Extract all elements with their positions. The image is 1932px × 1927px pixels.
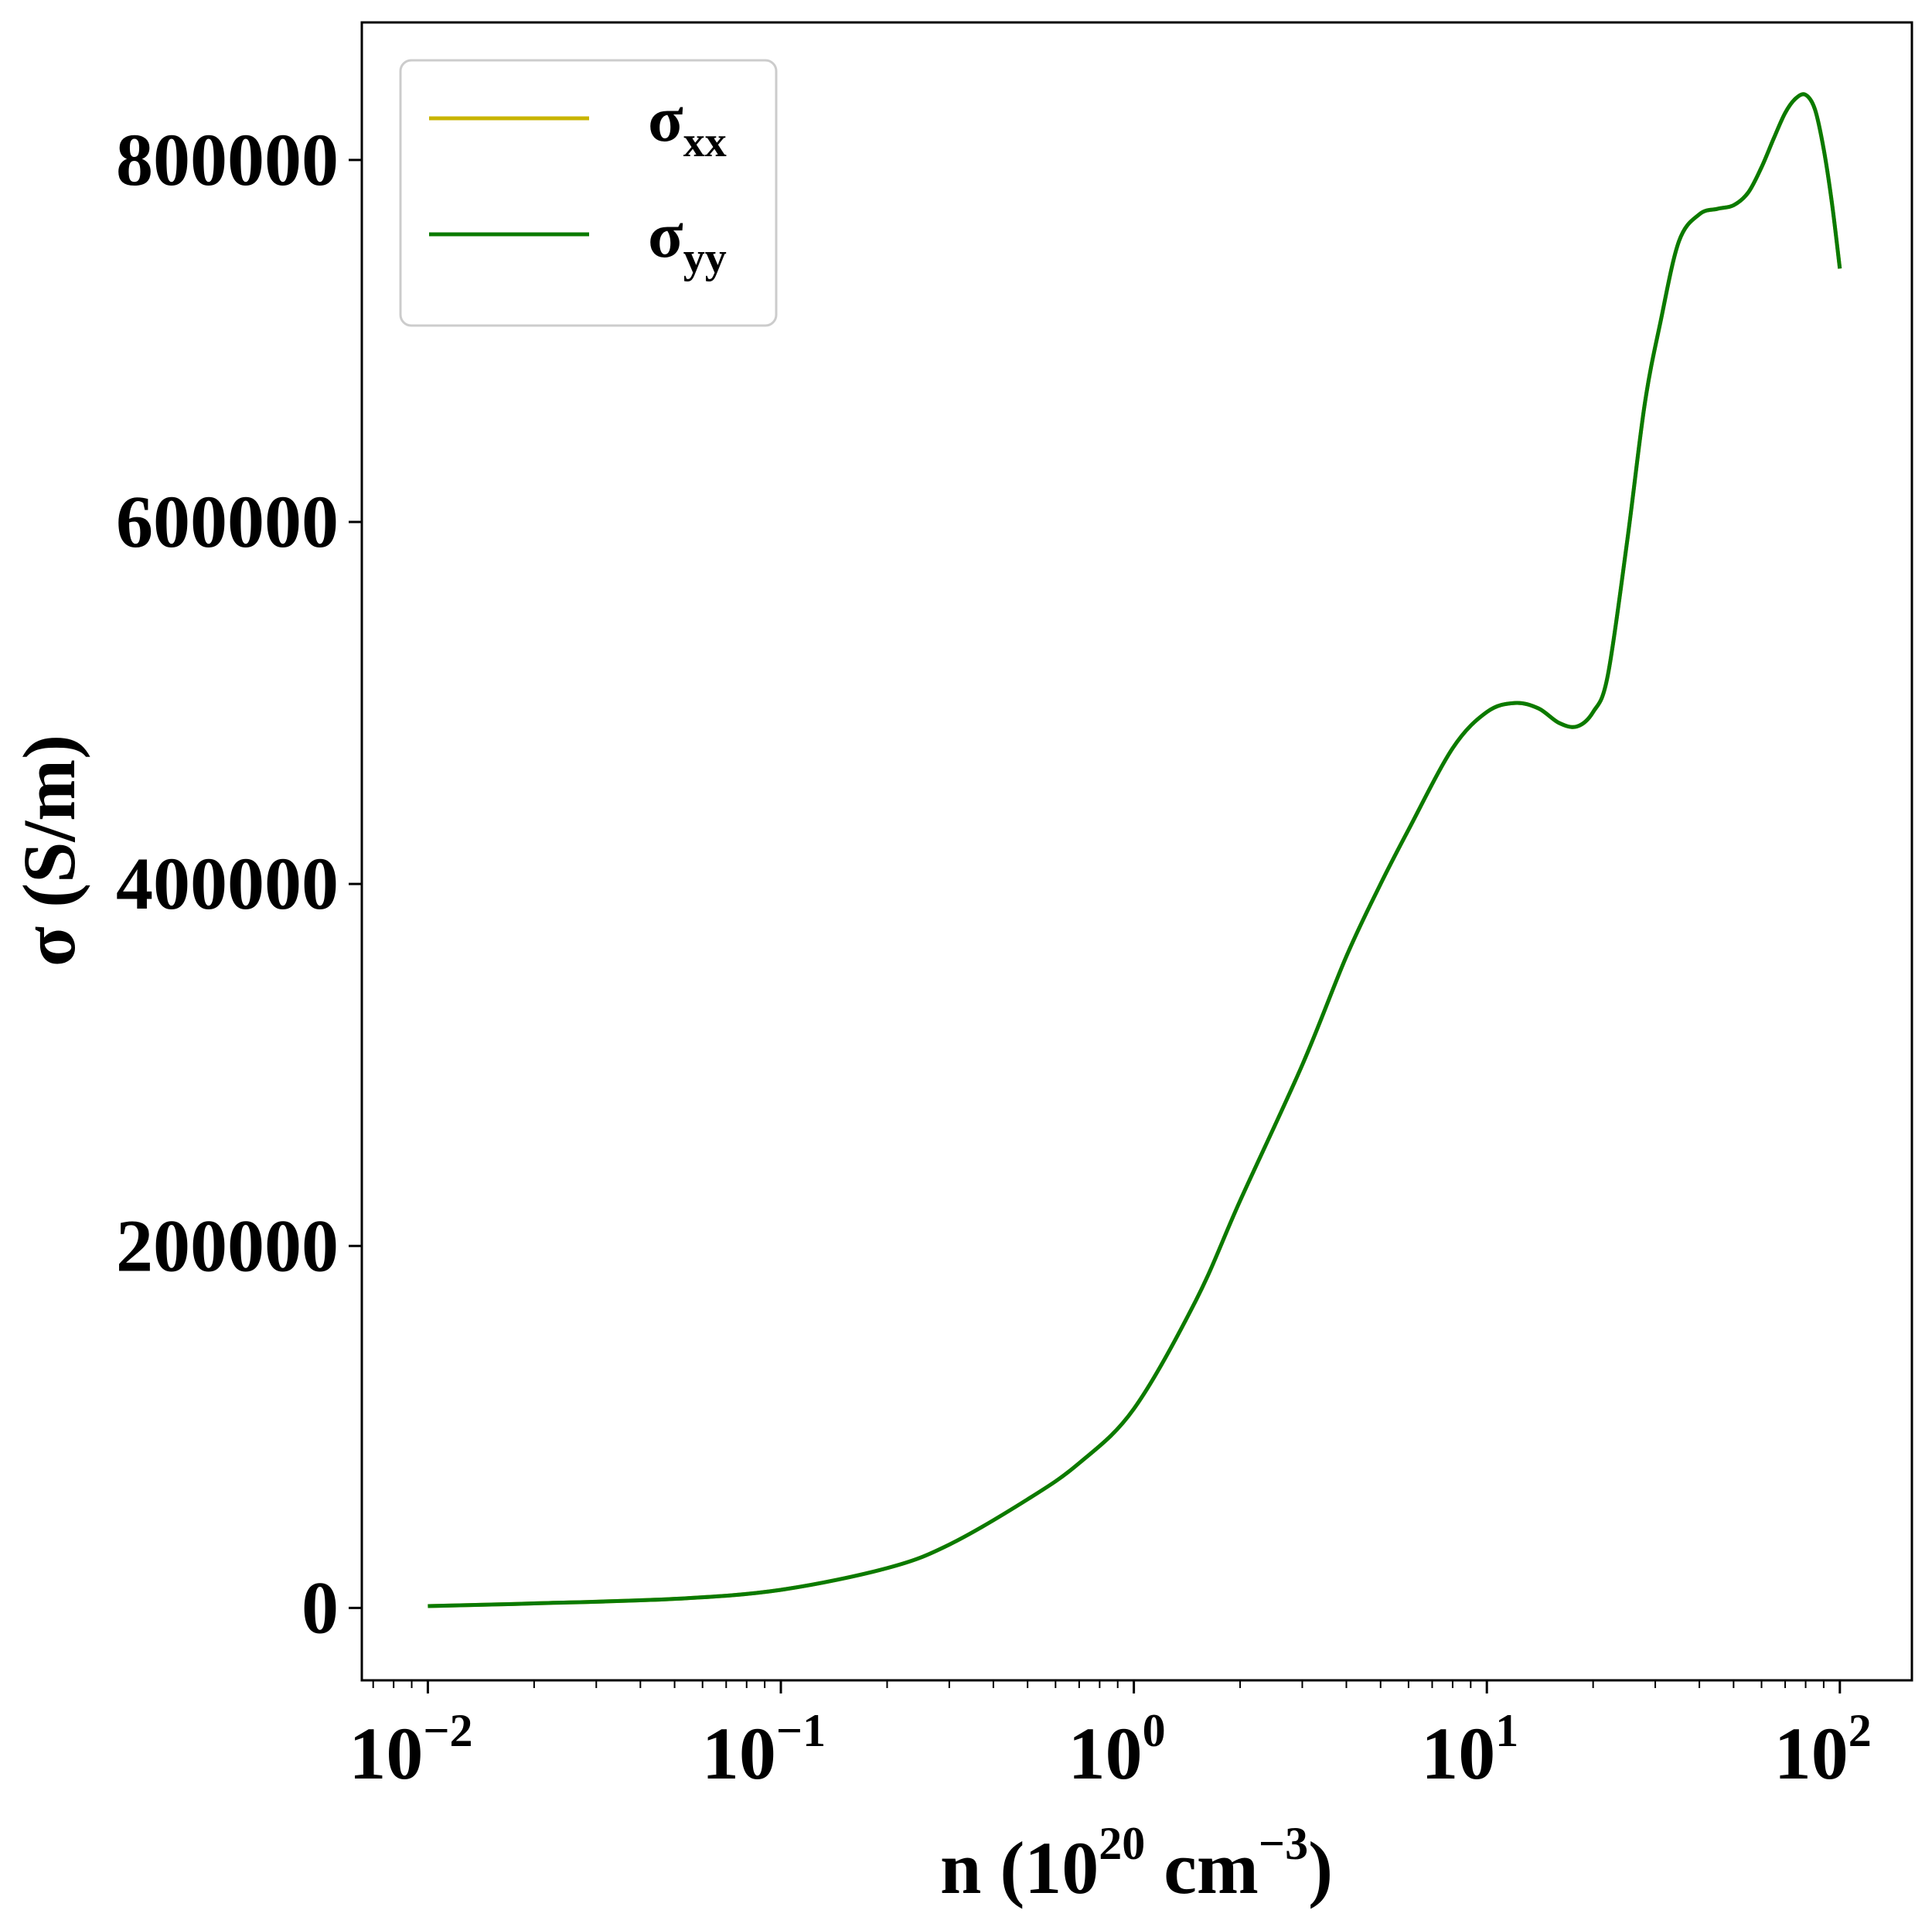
- series-layer: [428, 92, 1842, 1608]
- x-axis-title-sup1: 20: [1099, 1818, 1145, 1869]
- legend-label-sigma-xx: σxx: [648, 84, 727, 166]
- y-tick-label: 800000: [116, 118, 339, 201]
- legend-sub-sigma-yy: yy: [683, 234, 727, 282]
- x-axis-title-suffix: ): [1308, 1826, 1333, 1909]
- x-axis-title-prefix: n (10: [940, 1826, 1099, 1909]
- y-axis-title: σ (S/m): [8, 735, 90, 967]
- x-axis-title-mid: cm: [1145, 1826, 1259, 1909]
- x-tick-label: 100: [1068, 1705, 1166, 1795]
- legend: σxx σyy: [399, 59, 778, 327]
- x-tick-label: 101: [1421, 1705, 1518, 1795]
- y-tick-label: 400000: [116, 842, 339, 925]
- x-axis-ticks: 10−2 10−1 100 101 102: [349, 1680, 1872, 1795]
- plot-frame: [360, 21, 1913, 1682]
- x-tick-label: 10−2: [349, 1705, 472, 1795]
- y-tick-label: 600000: [116, 480, 339, 563]
- legend-symbol-sigma-xx: σ: [648, 84, 683, 155]
- x-axis-title-sup2: −3: [1259, 1818, 1308, 1869]
- legend-sub-sigma-xx: xx: [683, 118, 727, 166]
- y-tick-label: 200000: [116, 1204, 339, 1287]
- legend-box: [399, 59, 778, 327]
- x-tick-label: 10−1: [702, 1705, 826, 1795]
- legend-symbol-sigma-yy: σ: [648, 200, 683, 271]
- x-tick-label: 102: [1774, 1705, 1872, 1795]
- y-axis-ticks: 0 200000 400000 600000 800000: [116, 118, 362, 1649]
- series-line-sigma-yy: [428, 92, 1842, 1608]
- legend-label-sigma-yy: σyy: [648, 200, 727, 282]
- y-tick-label: 0: [302, 1566, 339, 1649]
- x-axis-title: n (1020 cm−3): [940, 1818, 1333, 1909]
